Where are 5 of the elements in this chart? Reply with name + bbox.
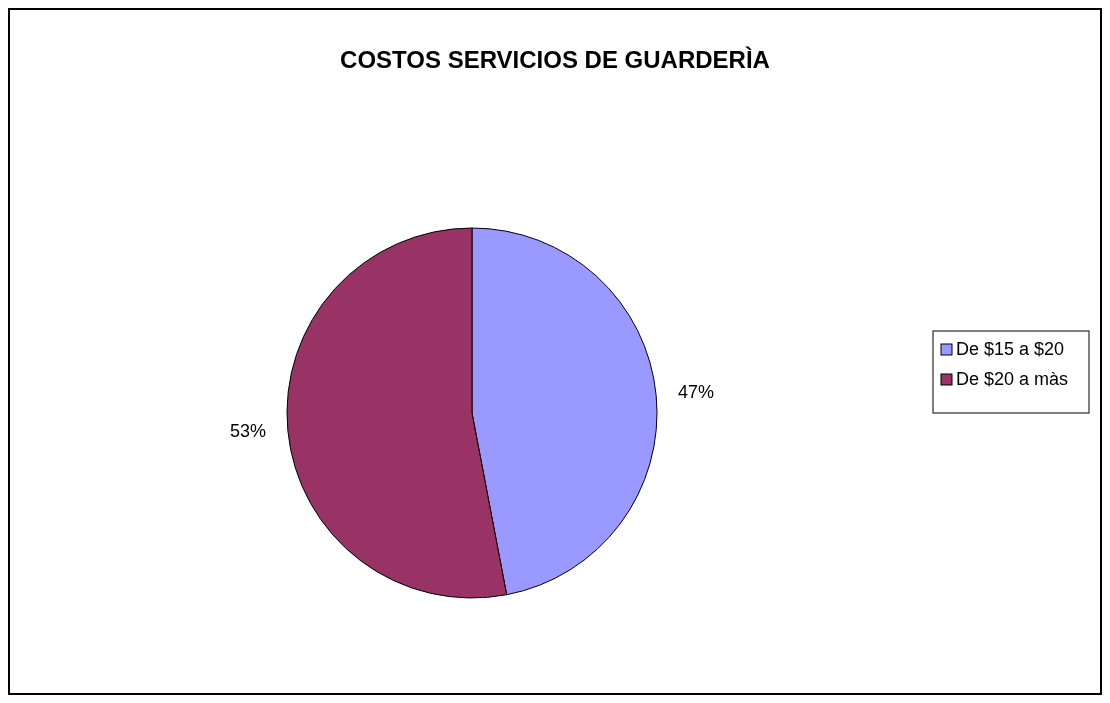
legend-label: De $15 a $20: [956, 338, 1065, 359]
data-label: 53%: [229, 421, 266, 442]
legend-label: De $20 a màs: [956, 368, 1069, 389]
data-label: 47%: [678, 382, 715, 403]
chart-title: COSTOS SERVICIOS DE GUARDERÌA: [340, 46, 770, 73]
